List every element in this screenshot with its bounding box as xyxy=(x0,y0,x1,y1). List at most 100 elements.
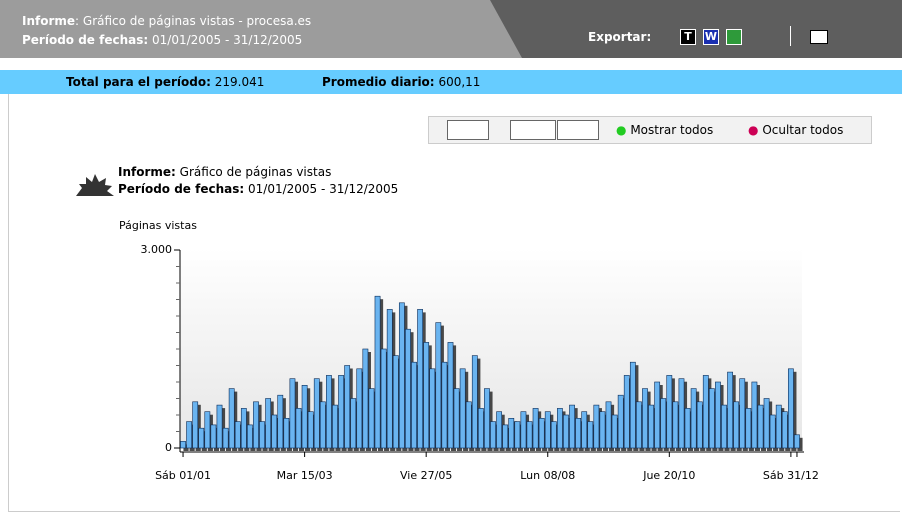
bar-shadow xyxy=(706,378,712,451)
export-text[interactable]: T xyxy=(680,29,696,45)
bar-shadow xyxy=(420,312,426,451)
bar-shadow xyxy=(359,371,365,451)
bar xyxy=(435,322,442,449)
bar xyxy=(563,414,569,449)
bar xyxy=(520,411,527,449)
bar-shadow xyxy=(536,411,542,451)
export-label: Exportar: xyxy=(588,30,652,44)
bar-shadow xyxy=(311,414,317,451)
bar-shadow xyxy=(219,408,226,451)
summary-total: Total para el período: 219.041 xyxy=(66,75,265,89)
bar xyxy=(745,408,752,449)
bar-shadow xyxy=(529,424,536,451)
bar xyxy=(429,368,436,449)
bar-shadow xyxy=(505,427,511,451)
x-tick-label: Jue 20/10 xyxy=(642,469,695,482)
bar xyxy=(787,368,794,449)
bar-shadow xyxy=(250,427,256,451)
bar xyxy=(727,371,733,449)
bar xyxy=(234,421,241,449)
bar xyxy=(642,388,648,449)
bar xyxy=(763,398,770,449)
bar xyxy=(581,411,588,449)
bar-shadow xyxy=(244,411,250,451)
bar-shadow xyxy=(748,411,754,451)
bar-shadow xyxy=(621,398,627,451)
bar-shadow xyxy=(390,312,396,451)
bar-shadow xyxy=(773,418,779,451)
bar xyxy=(344,365,351,449)
bar-shadow xyxy=(286,421,292,451)
export-excel[interactable] xyxy=(726,29,742,45)
bar-shadow xyxy=(384,352,390,451)
content-frame xyxy=(8,94,900,512)
header-period: Período de fechas: 01/01/2005 - 31/12/20… xyxy=(22,33,303,47)
header-tab xyxy=(0,0,522,58)
chart-period: Período de fechas: 01/01/2005 - 31/12/20… xyxy=(118,182,399,196)
bar-shadow xyxy=(742,381,748,451)
bar xyxy=(411,361,417,449)
bar-shadow xyxy=(754,385,760,451)
bar xyxy=(575,417,582,449)
bar-shadow xyxy=(195,404,201,451)
bar-shadow xyxy=(456,391,463,451)
bar-shadow xyxy=(317,381,323,451)
bar xyxy=(368,388,375,449)
bar-shadow xyxy=(487,391,493,451)
bar-shadow xyxy=(280,398,286,451)
bar-shadow xyxy=(785,414,791,451)
bar-button[interactable] xyxy=(447,120,489,140)
bar-shadow xyxy=(262,424,268,451)
bar-shadow xyxy=(256,404,262,451)
bar xyxy=(313,378,320,449)
bar xyxy=(484,388,490,449)
bar xyxy=(587,421,594,449)
bar xyxy=(186,421,193,449)
bar-shadow xyxy=(639,404,645,451)
bar-shadow xyxy=(481,411,487,451)
show-all[interactable]: ● Mostrar todos xyxy=(616,123,714,137)
bar-shadow xyxy=(426,345,432,451)
bar xyxy=(593,404,600,449)
bar-shadow xyxy=(663,401,669,451)
bar-shadow xyxy=(463,371,469,451)
bar xyxy=(247,424,253,449)
bar-shadow xyxy=(353,401,359,451)
summary-average: Promedio diario: 600,11 xyxy=(322,75,481,89)
bar-shadow xyxy=(213,427,220,451)
print-icon[interactable] xyxy=(810,30,828,44)
bar-shadow xyxy=(724,408,730,451)
bar xyxy=(289,378,296,449)
bar-shadow xyxy=(432,371,438,451)
bar xyxy=(423,342,430,449)
y-tick-label: 3.000 xyxy=(141,243,173,256)
bar xyxy=(228,388,235,449)
bar xyxy=(490,421,496,449)
bar-shadow xyxy=(779,408,785,451)
bar-shadow xyxy=(523,414,530,451)
summary-bar xyxy=(0,70,902,94)
bar-shadow xyxy=(633,365,639,451)
bar-shadow xyxy=(377,299,384,451)
bar xyxy=(721,404,727,449)
bar xyxy=(277,394,284,449)
separator xyxy=(790,26,791,46)
bar-shadow xyxy=(335,408,341,451)
bar xyxy=(678,378,685,449)
y-tick-label: 0 xyxy=(165,441,172,454)
bar xyxy=(526,421,533,449)
hide-all[interactable]: ● Ocultar todos xyxy=(748,123,844,137)
bar-shadow xyxy=(274,418,280,451)
bar-shadow xyxy=(669,378,675,451)
bar xyxy=(398,302,405,449)
export-word[interactable]: W xyxy=(703,29,719,45)
bar-shadow xyxy=(347,368,353,451)
bar xyxy=(696,401,703,449)
line-button[interactable] xyxy=(557,120,599,140)
bar xyxy=(392,355,399,449)
bar2d-button[interactable] xyxy=(510,120,556,140)
bar-shadow xyxy=(602,414,609,451)
bar-shadow xyxy=(450,345,457,451)
